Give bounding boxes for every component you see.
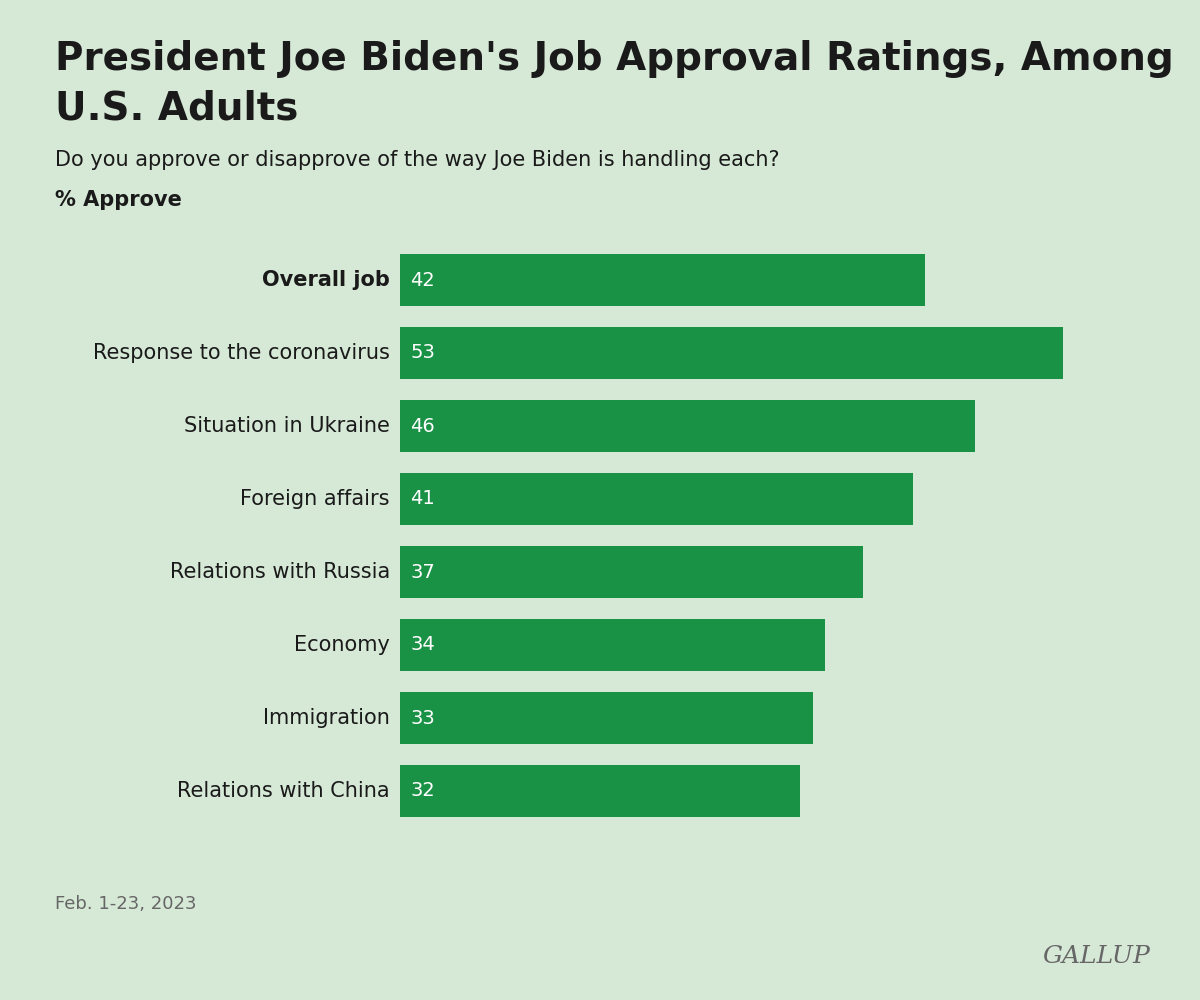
Text: 42: 42 [410,270,434,290]
Text: Overall job: Overall job [262,270,390,290]
Text: 37: 37 [410,562,434,582]
Text: 53: 53 [410,344,434,362]
Text: Response to the coronavirus: Response to the coronavirus [94,343,390,363]
Bar [400,619,826,671]
Text: 33: 33 [410,708,434,728]
Bar [400,692,812,744]
Bar [400,546,863,598]
Text: Foreign affairs: Foreign affairs [240,489,390,509]
Bar [400,327,1062,379]
Bar [400,473,912,525]
Text: Economy: Economy [294,635,390,655]
Text: 46: 46 [410,416,434,436]
Text: Do you approve or disapprove of the way Joe Biden is handling each?: Do you approve or disapprove of the way … [55,150,780,170]
Text: Relations with Russia: Relations with Russia [169,562,390,582]
Text: Situation in Ukraine: Situation in Ukraine [184,416,390,436]
Bar [400,254,925,306]
Text: GALLUP: GALLUP [1042,945,1150,968]
Text: 32: 32 [410,782,434,800]
Text: 41: 41 [410,489,434,508]
Text: Immigration: Immigration [263,708,390,728]
Text: President Joe Biden's Job Approval Ratings, Among: President Joe Biden's Job Approval Ratin… [55,40,1174,78]
Text: % Approve: % Approve [55,190,182,210]
Text: Relations with China: Relations with China [178,781,390,801]
Bar [400,765,800,817]
Bar [400,400,974,452]
Text: U.S. Adults: U.S. Adults [55,90,299,128]
Text: Feb. 1-23, 2023: Feb. 1-23, 2023 [55,895,197,913]
Text: 34: 34 [410,636,434,654]
